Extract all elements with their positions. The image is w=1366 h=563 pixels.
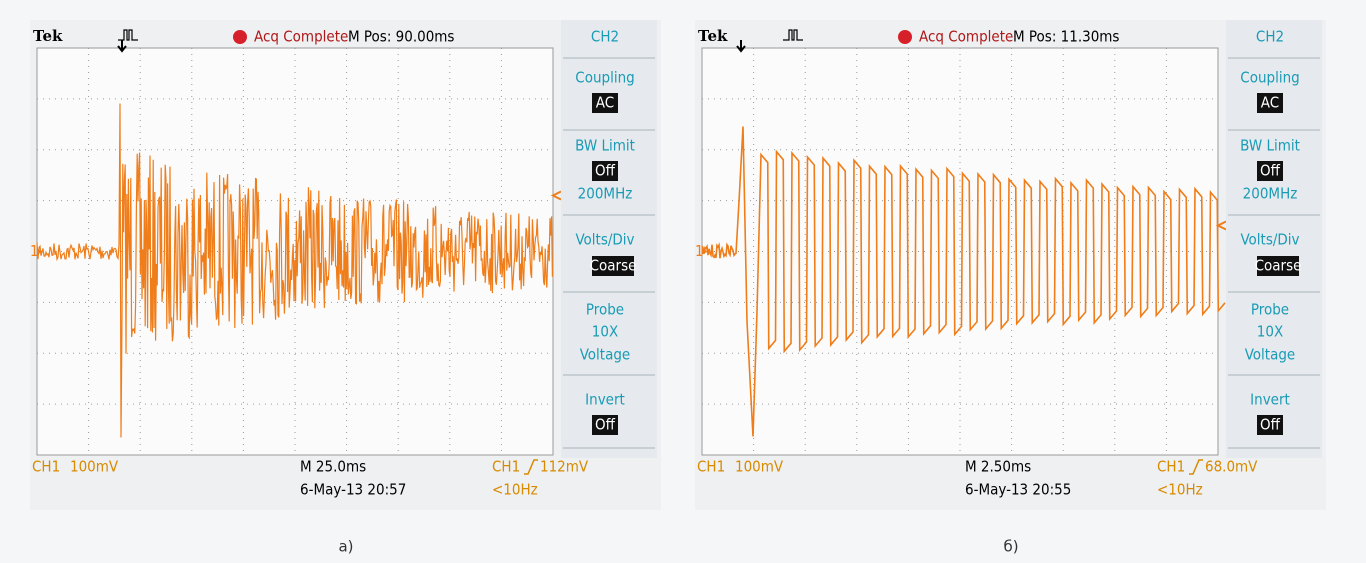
position: M Pos: 90.00ms <box>348 28 454 46</box>
trigger-channel: CH1 <box>1157 458 1185 476</box>
position: M Pos: 11.30ms <box>1013 28 1119 46</box>
status-dot <box>233 30 247 44</box>
footer-scale: 100mV <box>735 458 784 476</box>
menu-item: BW Limit <box>575 137 635 155</box>
menu-item: Off <box>595 416 616 434</box>
menu-item: Probe <box>586 301 624 319</box>
menu-item: Invert <box>585 391 625 409</box>
brand: Tek <box>698 27 728 45</box>
menu-item: 10X <box>1257 323 1283 341</box>
menu-item: Off <box>595 162 616 180</box>
menu-item: Coarse <box>1255 257 1302 275</box>
timebase: M 25.0ms <box>300 458 366 476</box>
caption: а) <box>338 538 353 556</box>
date: 6-May-13 20:55 <box>965 481 1071 499</box>
menu-item: Invert <box>1250 391 1290 409</box>
trigger-level: 68.0mV <box>1205 458 1258 476</box>
menu-item: Off <box>1260 162 1281 180</box>
footer-channel: CH1 <box>32 458 60 476</box>
footer-scale: 100mV <box>70 458 119 476</box>
status-dot <box>898 30 912 44</box>
status: Acq Complete <box>254 28 348 46</box>
menu-item: Coupling <box>575 69 634 87</box>
menu-item: 10X <box>592 323 618 341</box>
figure: 1TekAcq CompleteM Pos: 90.00msCH2Couplin… <box>0 0 1366 563</box>
frequency: <10Hz <box>492 481 538 499</box>
trigger-channel: CH1 <box>492 458 520 476</box>
footer-channel: CH1 <box>697 458 725 476</box>
menu-item: Off <box>1260 416 1281 434</box>
status: Acq Complete <box>919 28 1013 46</box>
brand: Tek <box>33 27 63 45</box>
menu-item: BW Limit <box>1240 137 1300 155</box>
menu-item: CH2 <box>1256 28 1284 46</box>
timebase: M 2.50ms <box>965 458 1031 476</box>
caption: б) <box>1003 538 1018 556</box>
menu-item: AC <box>596 94 614 112</box>
menu-item: Voltage <box>1245 346 1296 364</box>
menu-item: Volts/Div <box>575 231 634 249</box>
menu-item: CH2 <box>591 28 619 46</box>
date: 6-May-13 20:57 <box>300 481 406 499</box>
menu-item: 200MHz <box>578 185 633 203</box>
menu-item: 200MHz <box>1243 185 1298 203</box>
menu-item: Volts/Div <box>1240 231 1299 249</box>
menu-item: Coupling <box>1240 69 1299 87</box>
menu-item: Coarse <box>590 257 637 275</box>
frequency: <10Hz <box>1157 481 1203 499</box>
menu-item: Voltage <box>580 346 631 364</box>
menu-item: Probe <box>1251 301 1289 319</box>
trigger-level: 112mV <box>540 458 589 476</box>
menu-item: AC <box>1261 94 1279 112</box>
